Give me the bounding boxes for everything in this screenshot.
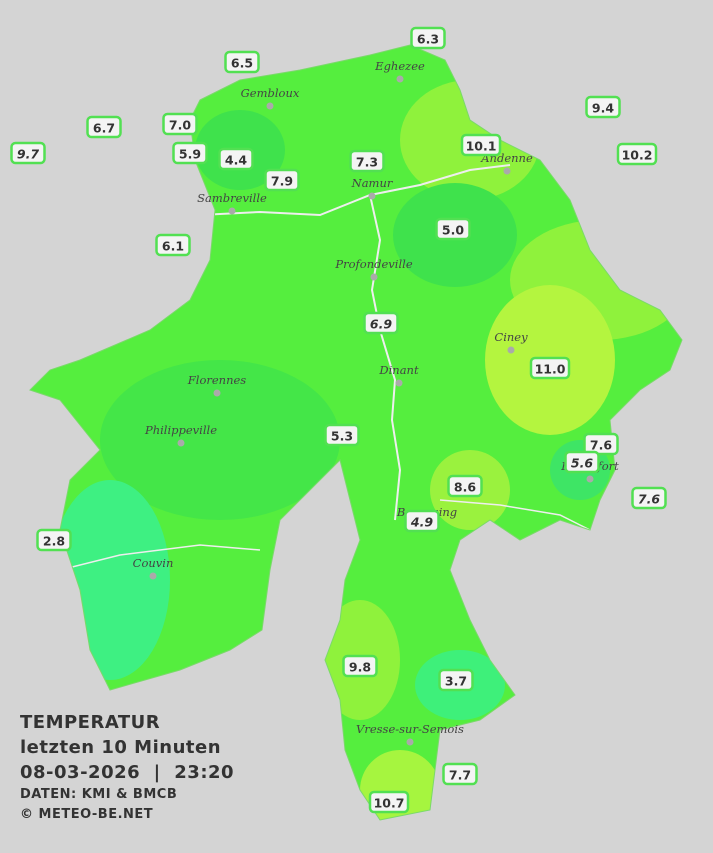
station-value: 6.7 [93,121,115,136]
station-box [631,486,667,510]
station-box [368,790,410,814]
source: DATEN: KMI & BMCB [20,787,178,802]
station-value: 10.1 [466,139,497,154]
station-value: 5.9 [179,147,201,162]
station-value: 10.7 [374,796,405,811]
city-label: Couvin [133,556,174,570]
station-box [172,141,208,165]
title: TEMPERATUR [20,712,161,733]
station-value: 11.0 [535,362,566,377]
station-box [363,311,399,335]
copyright: © METEO-BE.NET [20,807,154,822]
station-value: 7.6 [590,438,612,453]
city-label: Vresse-sur-Semois [356,722,464,736]
city-dot [213,389,221,397]
station-value: 6.1 [162,239,184,254]
station-value: 4.4 [225,153,247,168]
city-label: Ciney [494,330,528,344]
city-dot [177,439,185,447]
station-value: 4.9 [410,515,433,530]
city-dot [149,572,157,580]
city-dot [368,192,376,200]
station-value: 8.6 [454,480,476,495]
station-box [324,423,360,447]
period: letzten 10 Minuten [20,737,222,758]
station-box [564,450,600,474]
station-box [460,133,502,157]
station-box [529,356,571,380]
station-box [585,95,621,119]
city-dot [507,346,515,354]
city-dot [406,738,414,746]
city-dot [395,379,403,387]
city-dot [586,475,594,483]
station-value: 9.8 [349,660,371,675]
station-box [342,654,378,678]
city-dot [503,167,511,175]
city-dot [228,207,236,215]
city-label: Gembloux [241,86,300,100]
cities: EghezeeGemblouxAndenneNamurSambrevillePr… [133,59,619,746]
station-box [224,50,260,74]
city-dot [266,102,274,110]
station-box [10,141,46,165]
station-box [583,432,619,456]
legend: TEMPERATUR letzten 10 Minuten 08-03-2026… [20,710,234,825]
station-value: 5.0 [442,223,464,238]
station-value: 6.3 [417,32,439,47]
city-label: Profondeville [334,257,412,271]
station-box [410,26,446,50]
station-value: 5.3 [331,429,353,444]
city-dot [396,75,404,83]
station-value: 7.0 [169,118,191,133]
station-box [616,142,658,166]
station-box [442,762,478,786]
station-value: 5.6 [571,456,593,471]
station-box [36,528,72,552]
station-box [218,147,254,171]
station-value: 9.7 [17,147,39,162]
station-box [404,509,440,533]
station-box [155,233,191,257]
station-box [162,112,198,136]
city-label: Namur [351,176,394,190]
station-value: 7.6 [638,492,660,507]
city-label: Dinant [378,363,419,377]
station-value: 7.3 [356,155,378,170]
station-box [447,474,483,498]
city-label: Sambreville [197,191,267,205]
station-box [435,217,471,241]
station-box [264,168,300,192]
station-value: 10.2 [622,148,653,163]
station-box [86,115,122,139]
city-label: Philippeville [144,423,217,437]
city-dot [370,273,378,281]
station-value: 9.4 [592,101,614,116]
station-value: 2.8 [43,534,65,549]
city-label: Eghezee [374,59,425,73]
station-value: 7.7 [449,768,471,783]
station-value: 6.5 [231,56,253,71]
station-value: 6.9 [370,317,392,332]
station-box [438,668,474,692]
station-value: 3.7 [445,674,467,689]
stations: 6.3 6.5 9.4 6.7 7.0 10.1 10.2 9.7 5.9 4.4 7.3 7.9 5.… [10,26,667,814]
station-box [349,149,385,173]
datetime: 08-03-2026 | 23:20 [20,762,235,783]
station-value: 7.9 [271,174,293,189]
city-label: Florennes [187,373,247,387]
